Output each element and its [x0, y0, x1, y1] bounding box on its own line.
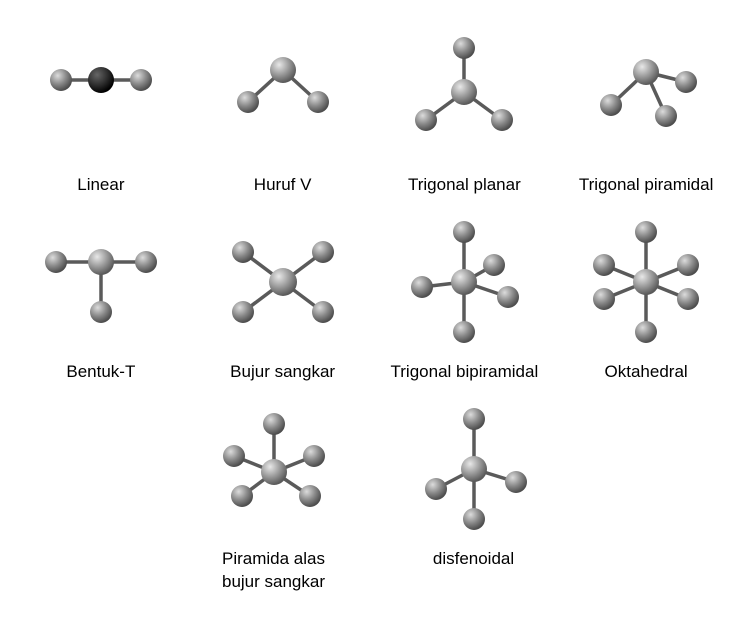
- outer-atom: [677, 288, 699, 310]
- outer-atom: [675, 71, 697, 93]
- cell-disphenoidal: disfenoidal: [389, 394, 559, 571]
- outer-atom: [635, 321, 657, 343]
- outer-atom: [600, 94, 622, 116]
- label-square-pyramidal: Piramida alasbujur sangkar: [222, 548, 325, 594]
- diagram-trigonal-bipyramidal: [384, 207, 544, 357]
- diagram-t-shape: [21, 207, 181, 357]
- cell-t-shape: Bentuk-T: [16, 207, 186, 384]
- outer-atom: [425, 478, 447, 500]
- outer-atom: [483, 254, 505, 276]
- outer-atom: [45, 251, 67, 273]
- outer-atom: [453, 37, 475, 59]
- center-atom: [261, 459, 287, 485]
- center-atom: [461, 456, 487, 482]
- center-atom: [451, 79, 477, 105]
- label-linear: Linear: [77, 174, 124, 197]
- diagram-octahedral: [566, 207, 726, 357]
- row-3: Piramida alasbujur sangkar disfenoidal: [10, 394, 737, 594]
- outer-atom: [635, 221, 657, 243]
- outer-atom: [263, 413, 285, 435]
- outer-atom: [505, 471, 527, 493]
- diagram-square-pyramidal: [194, 394, 354, 544]
- cell-bent: Huruf V: [198, 20, 368, 197]
- cell-trigonal-planar: Trigonal planar: [379, 20, 549, 197]
- diagram-disphenoidal: [394, 394, 554, 544]
- row-2: Bentuk-T Bujur sangkar: [10, 207, 737, 384]
- center-atom: [269, 268, 297, 296]
- outer-atom: [237, 91, 259, 113]
- outer-atom: [232, 301, 254, 323]
- outer-atom: [307, 91, 329, 113]
- label-disphenoidal: disfenoidal: [433, 548, 514, 571]
- center-atom: [88, 249, 114, 275]
- outer-atom: [415, 109, 437, 131]
- row-1: Linear Huruf V: [10, 20, 737, 197]
- outer-atom: [491, 109, 513, 131]
- center-atom: [633, 269, 659, 295]
- diagram-square-planar: [203, 207, 363, 357]
- outer-atom: [453, 221, 475, 243]
- outer-atom: [593, 288, 615, 310]
- outer-atom: [90, 301, 112, 323]
- cell-linear: Linear: [16, 20, 186, 197]
- label-t-shape: Bentuk-T: [66, 361, 135, 384]
- outer-atom: [677, 254, 699, 276]
- outer-atom: [50, 69, 72, 91]
- label-bent: Huruf V: [254, 174, 312, 197]
- outer-atom: [130, 69, 152, 91]
- outer-atom: [232, 241, 254, 263]
- outer-atom: [463, 508, 485, 530]
- outer-atom: [299, 485, 321, 507]
- outer-atom: [135, 251, 157, 273]
- label-octahedral: Oktahedral: [605, 361, 688, 384]
- outer-atom: [312, 301, 334, 323]
- diagram-trigonal-pyramidal: [566, 20, 726, 170]
- diagram-bent: [203, 20, 363, 170]
- outer-atom: [453, 321, 475, 343]
- label-trigonal-pyramidal: Trigonal piramidal: [579, 174, 713, 197]
- outer-atom: [655, 105, 677, 127]
- cell-square-pyramidal: Piramida alasbujur sangkar: [189, 394, 359, 594]
- center-atom: [270, 57, 296, 83]
- center-atom: [451, 269, 477, 295]
- diagram-trigonal-planar: [384, 20, 544, 170]
- outer-atom: [497, 286, 519, 308]
- outer-atom: [312, 241, 334, 263]
- label-square-planar: Bujur sangkar: [230, 361, 335, 384]
- outer-atom: [593, 254, 615, 276]
- center-atom: [633, 59, 659, 85]
- label-trigonal-bipyramidal: Trigonal bipiramidal: [391, 361, 539, 384]
- outer-atom: [463, 408, 485, 430]
- diagram-linear: [21, 20, 181, 170]
- cell-trigonal-pyramidal: Trigonal piramidal: [561, 20, 731, 197]
- outer-atom: [303, 445, 325, 467]
- cell-square-planar: Bujur sangkar: [198, 207, 368, 384]
- outer-atom: [223, 445, 245, 467]
- outer-atom: [411, 276, 433, 298]
- cell-trigonal-bipyramidal: Trigonal bipiramidal: [379, 207, 549, 384]
- center-atom: [88, 67, 114, 93]
- label-trigonal-planar: Trigonal planar: [408, 174, 521, 197]
- geometry-chart: Linear Huruf V: [0, 0, 747, 634]
- outer-atom: [231, 485, 253, 507]
- cell-octahedral: Oktahedral: [561, 207, 731, 384]
